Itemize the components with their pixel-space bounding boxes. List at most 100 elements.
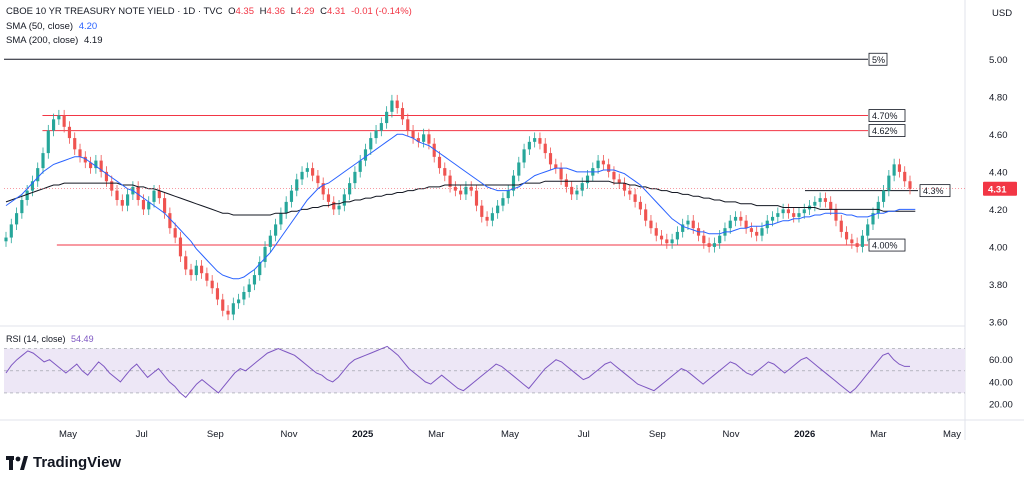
candle-body: [770, 216, 775, 221]
sma50-line: [5, 133, 916, 280]
candle-body: [739, 216, 743, 221]
candle-body: [490, 213, 494, 221]
candle-body: [744, 220, 748, 229]
candle-body: [786, 209, 790, 214]
time-tick-label: May: [943, 429, 961, 440]
symbol-name[interactable]: CBOE 10 YR TREASURY NOTE YIELD · 1D · TV…: [6, 6, 223, 17]
candle-body: [797, 213, 801, 217]
candle-body: [221, 299, 225, 311]
candle-body: [173, 228, 177, 238]
candle-body: [866, 224, 870, 236]
sma50-label[interactable]: SMA (50, close): [6, 21, 74, 32]
price-tick-label: 5.00: [989, 55, 1008, 66]
currency-label[interactable]: USD: [992, 8, 1013, 19]
candle-body: [823, 198, 827, 202]
candle-body: [231, 303, 235, 315]
candle-body: [564, 179, 568, 187]
candle-body: [52, 119, 56, 131]
candle-body: [871, 213, 875, 225]
candle-body: [517, 162, 521, 176]
candle-body: [342, 194, 346, 206]
candle-body: [538, 138, 542, 144]
candle-body: [104, 171, 109, 182]
open-value: 4.35: [235, 6, 255, 17]
level-box: [868, 124, 906, 137]
level-box: [868, 52, 888, 66]
candle-body: [305, 168, 309, 172]
candle-body: [210, 280, 214, 289]
candle-body: [659, 235, 664, 240]
candle-body: [570, 186, 574, 195]
sma50-value: 4.20: [78, 21, 98, 32]
candle-body: [178, 237, 183, 257]
candle-body: [459, 190, 463, 195]
candle-body: [617, 179, 621, 184]
candle-body: [628, 190, 632, 195]
candle-body: [284, 201, 288, 214]
candle-body: [126, 194, 130, 206]
level-label: 4.3%: [923, 186, 944, 196]
candle-body: [41, 153, 45, 169]
current-price-label: 4.31: [988, 184, 1007, 195]
level-label: 5%: [872, 55, 885, 65]
candle-body: [20, 200, 24, 214]
candle-body: [46, 130, 50, 154]
candle-body: [237, 299, 241, 304]
time-tick-label: Nov: [723, 429, 740, 440]
candle-body: [4, 237, 8, 242]
high-value: 4.36: [266, 6, 286, 17]
price-tick-label: 4.40: [989, 167, 1008, 178]
candle-body: [443, 168, 447, 176]
candle-body: [200, 265, 204, 274]
candle-body: [36, 168, 40, 182]
time-tick-label: Sep: [207, 429, 224, 440]
candle-body: [83, 156, 87, 163]
candle-body: [881, 190, 886, 202]
candle-body: [78, 149, 82, 157]
candle-body: [496, 205, 500, 214]
candle-body: [215, 288, 220, 300]
candle-body: [62, 115, 66, 127]
low-value: 4.29: [295, 6, 315, 17]
candle-body: [585, 175, 590, 184]
candle-body: [712, 243, 716, 247]
candle-body: [654, 228, 658, 236]
change-value: -0.01 (-0.14%): [351, 6, 412, 17]
candle-body: [252, 275, 257, 285]
sma200-label[interactable]: SMA (200, close): [6, 35, 79, 46]
candle-body: [485, 216, 489, 221]
candle-body: [612, 171, 616, 180]
candle-body: [189, 269, 193, 276]
legend-sma50: SMA (50, close) 4.20: [6, 21, 97, 32]
candle-body: [718, 235, 722, 244]
candle-body: [67, 126, 72, 139]
candle-body: [760, 228, 764, 236]
candle-body: [691, 220, 695, 229]
price-tick-label: 3.60: [989, 318, 1008, 329]
candle-body: [622, 183, 627, 191]
candle-body: [533, 138, 537, 142]
candle-body: [321, 183, 325, 195]
candle-body: [358, 160, 362, 172]
candle-body: [385, 111, 389, 124]
candle-body: [897, 164, 902, 172]
candle-body: [300, 171, 304, 180]
candle-body: [25, 190, 29, 201]
candle-body: [686, 220, 690, 225]
candle-body: [332, 201, 336, 210]
candle-body: [57, 115, 61, 120]
candle-body: [422, 134, 426, 142]
candle-body: [702, 235, 706, 244]
candle-body: [903, 171, 907, 182]
candle-body: [792, 213, 796, 217]
candle-body: [110, 181, 114, 191]
open-label: O: [228, 6, 236, 17]
close-value: 4.31: [326, 6, 346, 17]
rsi-label[interactable]: RSI (14, close): [6, 334, 66, 344]
level-label: 4.62%: [872, 126, 898, 136]
brand[interactable]: TradingView: [6, 454, 121, 471]
candle-body: [638, 201, 642, 210]
time-tick-label: Jul: [578, 429, 590, 440]
candle-body: [844, 231, 849, 240]
sma200-value: 4.19: [83, 35, 103, 46]
